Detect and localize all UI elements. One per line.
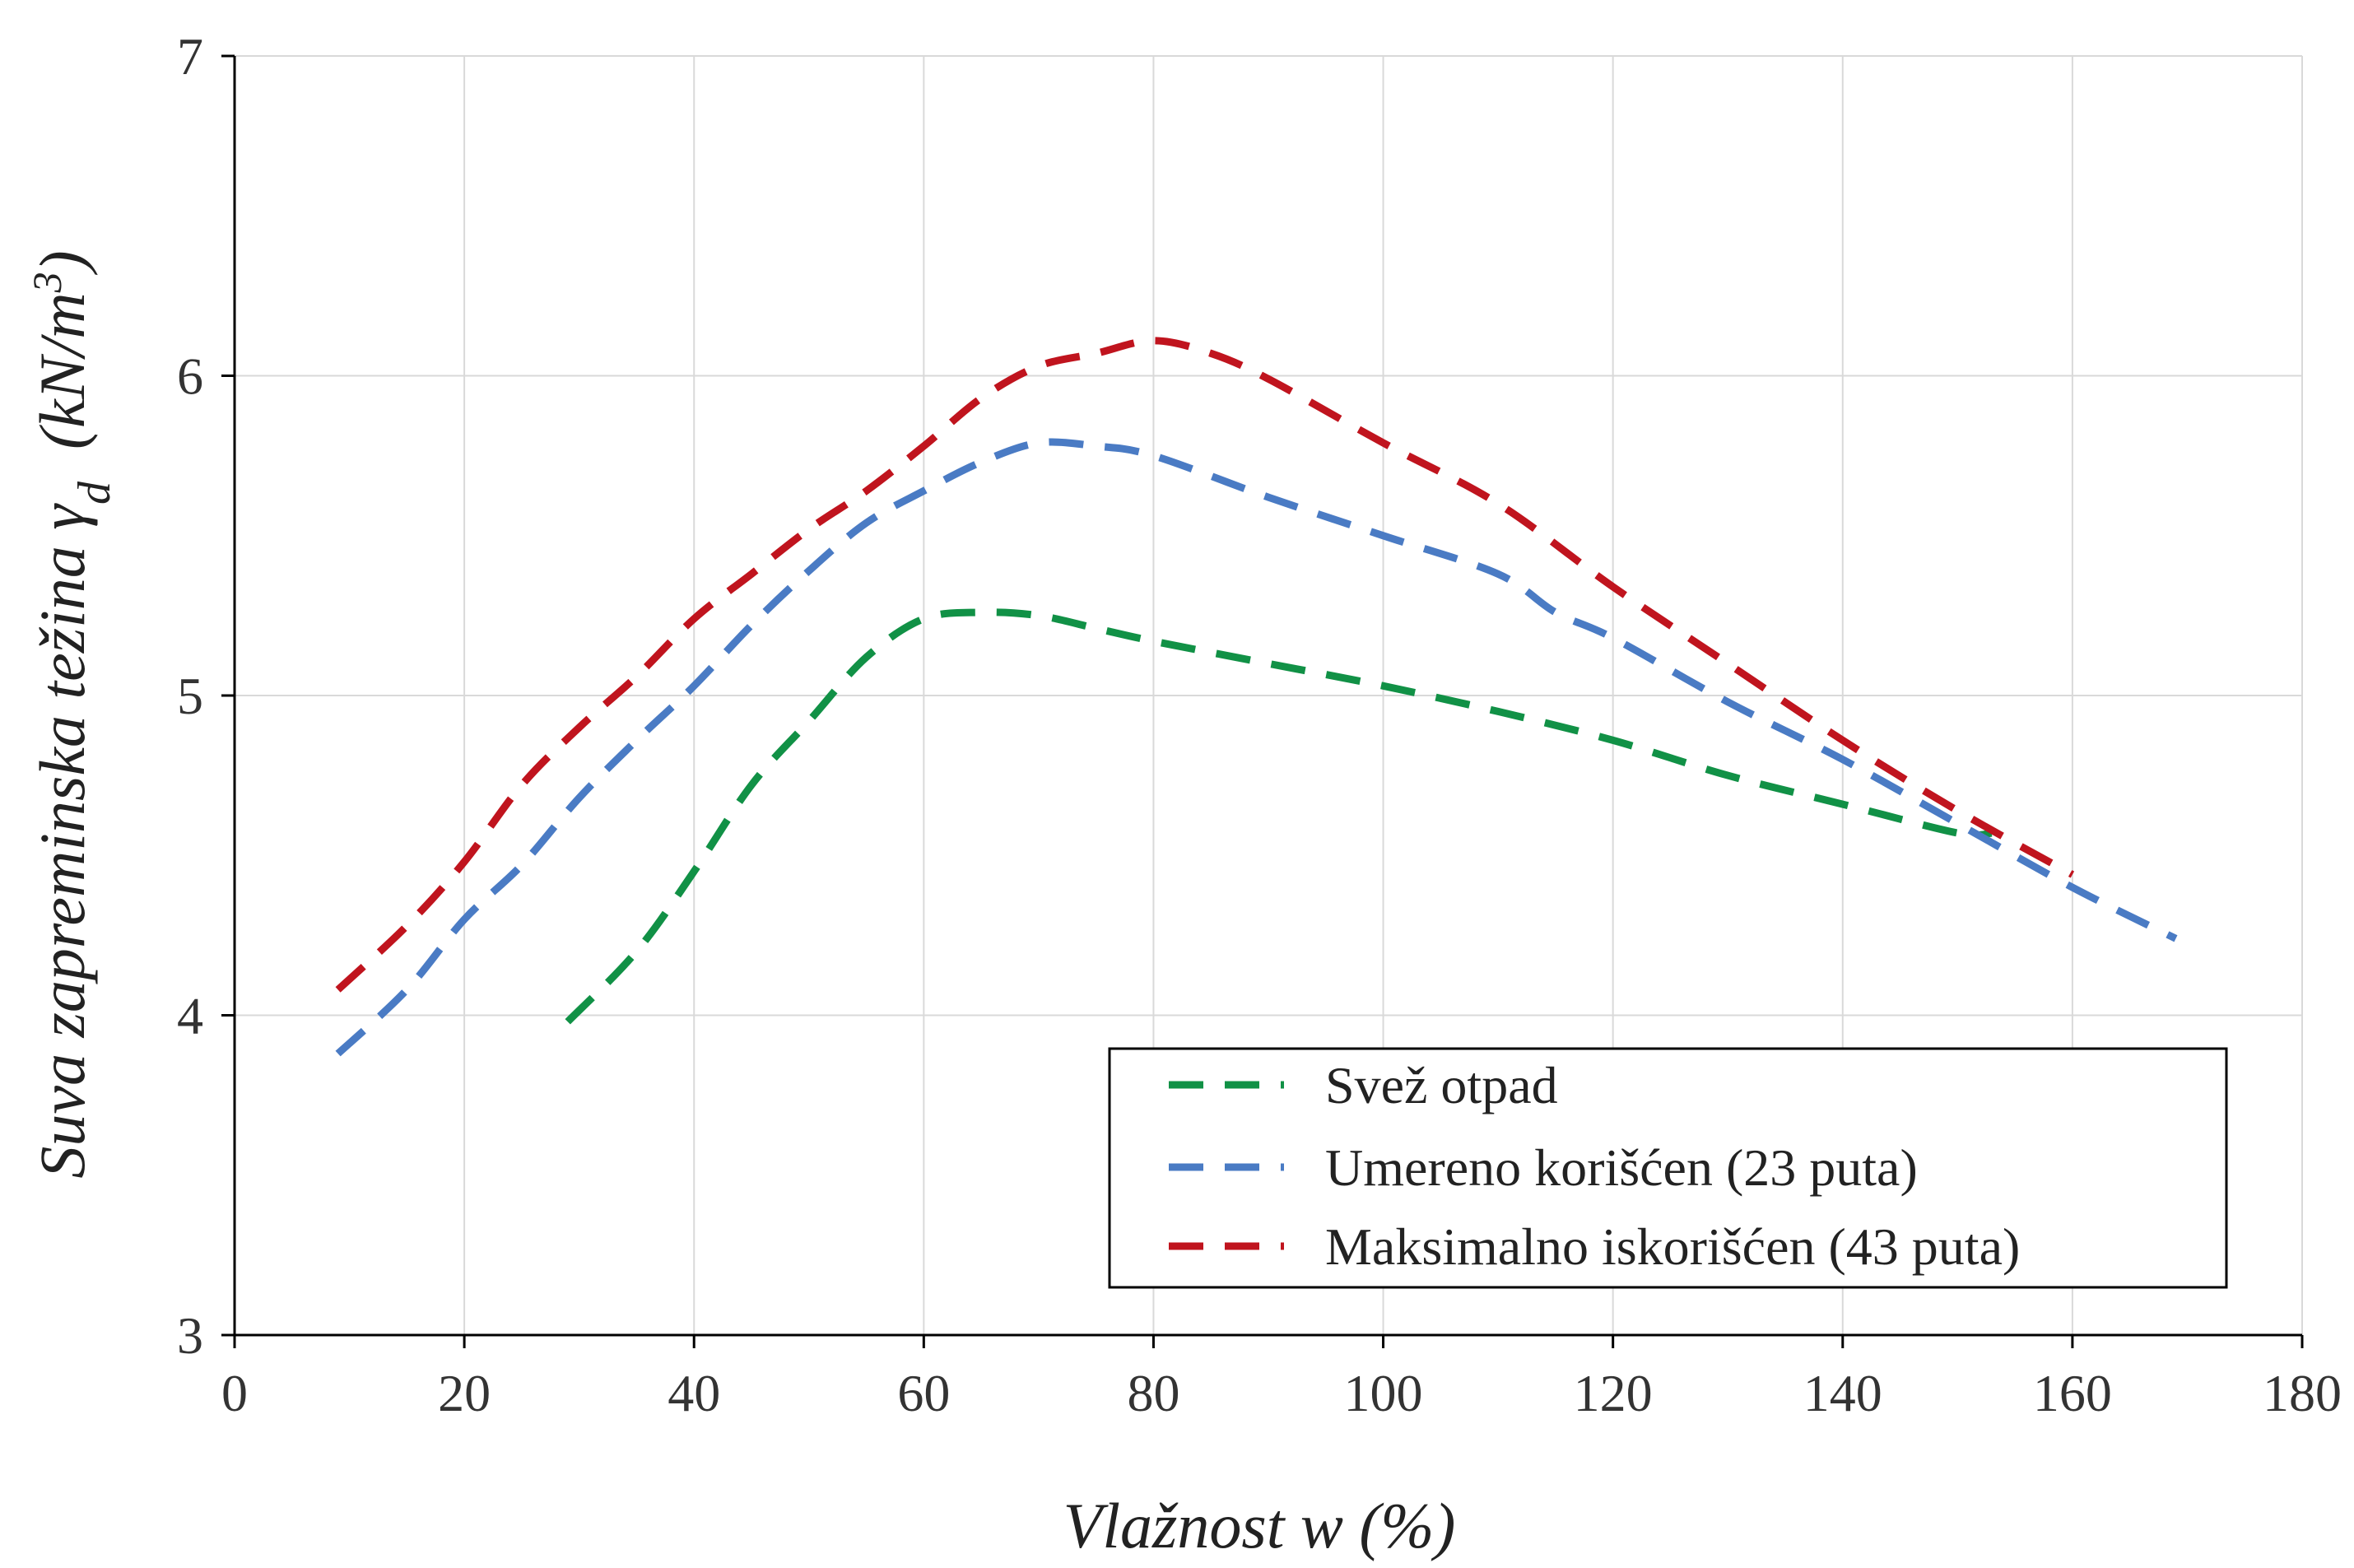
legend-box <box>1108 1047 2228 1289</box>
series-line-2 <box>335 337 2075 993</box>
x-axis-title: Vlažnost w (%) <box>1063 1490 1456 1561</box>
x-tick-label-1: 20 <box>438 1364 491 1422</box>
x-tick-label-3: 60 <box>897 1364 950 1422</box>
x-tick-label-8: 160 <box>2033 1364 2112 1422</box>
y-axis-title-sub: d <box>69 481 120 505</box>
y-tick-label-3: 6 <box>177 347 203 406</box>
y-tick-label-0: 3 <box>177 1306 203 1365</box>
x-tick-label-9: 180 <box>2263 1364 2342 1422</box>
y-tick-label-1: 4 <box>177 987 203 1045</box>
y-axis-title-unit: (kN/m <box>26 292 98 449</box>
x-tick-label-5: 100 <box>1344 1364 1423 1422</box>
series-line-0 <box>565 608 1993 1025</box>
x-tick-label-7: 140 <box>1803 1364 1882 1422</box>
x-tick-label-4: 80 <box>1127 1364 1179 1422</box>
x-tick-label-2: 40 <box>668 1364 720 1422</box>
series-line-1 <box>335 438 2178 1057</box>
y-tick-label-2: 5 <box>177 667 203 725</box>
legend-label-1: Umereno korišćen (23 puta) <box>1325 1138 1918 1197</box>
series-group <box>335 337 2178 1057</box>
legend-label-0: Svež otpad <box>1325 1056 1558 1114</box>
y-axis-title-main: Suva zapreminska težina γ <box>26 503 98 1179</box>
legend: Svež otpad Umereno korišćen (23 puta) Ma… <box>1108 1047 2228 1289</box>
y-axis-title: Suva zapreminska težina γd (kN/m3) <box>24 250 120 1178</box>
x-tick-label-6: 120 <box>1574 1364 1653 1422</box>
grid <box>235 55 2303 1335</box>
y-axis-title-gap <box>26 449 98 482</box>
axes: 0 20 40 60 80 100 120 140 160 180 3 4 5 6 7 <box>177 27 2342 1422</box>
y-axis-title-unit-close: ) <box>26 250 98 275</box>
x-tick-label-0: 0 <box>221 1364 248 1422</box>
legend-label-2: Maksimalno iskorišćen (43 puta) <box>1325 1217 2020 1276</box>
y-tick-label-4: 7 <box>177 27 203 86</box>
y-axis-title-unit-sup: 3 <box>24 272 70 293</box>
